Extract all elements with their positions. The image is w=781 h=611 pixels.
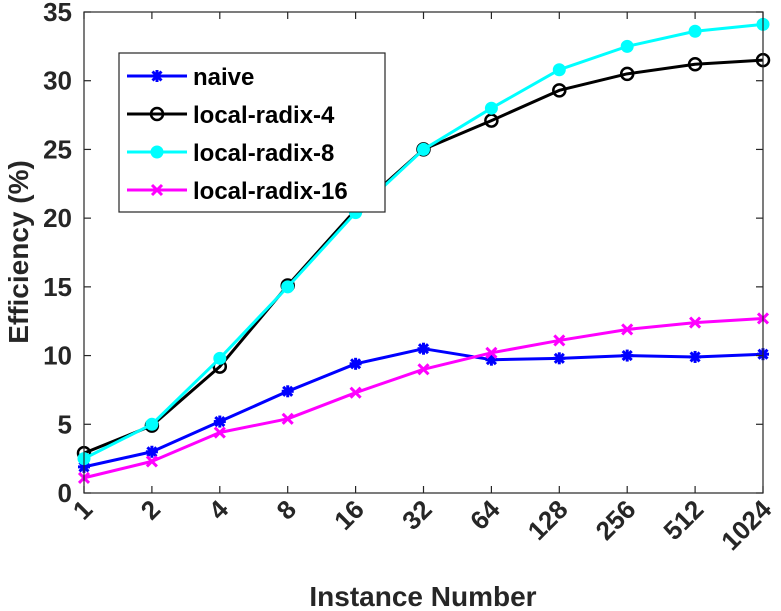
data-point-naive [621, 349, 634, 362]
legend-entry-naive: naive [127, 64, 254, 91]
y-tick-label: 5 [58, 409, 72, 439]
data-point-naive [349, 357, 362, 370]
data-point-local-radix-8-shape [552, 63, 566, 77]
data-point-naive-stroke [417, 343, 430, 355]
legend-box [118, 52, 386, 213]
data-point-naive [213, 415, 226, 428]
data-point-naive [417, 342, 430, 355]
x-tick-label: 16 [328, 494, 370, 536]
data-point-local-radix-16-stroke [281, 412, 294, 425]
data-point-naive-stroke [282, 385, 294, 397]
data-point-local-radix-8-shape [213, 351, 227, 365]
data-point-naive [553, 352, 566, 365]
legend-entry-local-radix-8: local-radix-8 [127, 140, 334, 167]
data-point-local-radix-8 [145, 417, 159, 431]
data-point-local-radix-16 [213, 426, 226, 439]
y-axis: 0 5 10 15 20 25 30 35 [43, 0, 763, 508]
data-point-local-radix-4-shape [552, 83, 567, 98]
data-point-local-radix-8 [417, 142, 430, 156]
y-tick-label: 10 [43, 341, 72, 371]
x-tick-label: 32 [396, 494, 438, 536]
data-point-naive-stroke [621, 350, 633, 362]
data-point-naive-stroke [350, 358, 362, 370]
data-point-local-radix-4 [552, 83, 567, 98]
legend-label-local-radix-8: local-radix-8 [193, 140, 334, 167]
data-point-local-radix-16 [621, 323, 634, 336]
x-tick-label: 512 [657, 494, 709, 546]
data-point-naive-stroke [689, 351, 701, 363]
data-point-naive-stroke [214, 415, 226, 428]
x-tick-label: 2 [135, 494, 166, 525]
data-point-local-radix-8-shape [281, 280, 295, 294]
legend-marker-local-radix-16-stroke [150, 183, 164, 197]
data-point-local-radix-8 [484, 101, 498, 115]
data-point-local-radix-8-shape [620, 39, 634, 53]
legend-marker-local-radix-16 [150, 183, 164, 197]
data-point-local-radix-8 [688, 24, 702, 38]
data-point-local-radix-8 [620, 39, 634, 53]
y-tick-label: 20 [43, 203, 72, 233]
y-tick-label: 35 [43, 0, 72, 27]
legend-marker-local-radix-8 [150, 145, 164, 159]
x-tick-label: 64 [464, 494, 506, 536]
data-point-local-radix-8-shape [417, 142, 430, 156]
data-point-local-radix-4-shape [687, 56, 703, 72]
y-tick-label: 15 [43, 272, 72, 302]
legend-label-local-radix-4: local-radix-4 [193, 102, 335, 129]
legend-marker-local-radix-4-shape [149, 106, 165, 122]
y-tick-label: 25 [43, 134, 72, 164]
x-tick-label: 256 [590, 494, 642, 546]
data-point-local-radix-8 [281, 280, 295, 294]
data-point-local-radix-16 [281, 412, 294, 425]
data-point-local-radix-4 [619, 66, 635, 82]
data-point-local-radix-8 [213, 351, 227, 365]
x-tick-label: 4 [203, 494, 235, 526]
data-point-local-radix-16 [145, 455, 158, 468]
y-axis-title: Efficiency (%) [3, 160, 34, 344]
y-tick-label: 30 [43, 66, 72, 96]
data-point-local-radix-16 [553, 334, 566, 347]
legend-marker-local-radix-8-shape [150, 145, 164, 159]
x-tick-label: 128 [522, 494, 574, 546]
legend-marker-local-radix-4 [149, 106, 165, 122]
data-point-local-radix-16-stroke [553, 334, 566, 347]
data-point-local-radix-8-shape [145, 417, 159, 431]
data-point-local-radix-16-stroke [145, 455, 158, 468]
data-point-naive [281, 385, 294, 398]
y-tick-label: 0 [58, 478, 72, 508]
legend-label-local-radix-16: local-radix-16 [193, 178, 348, 205]
data-point-local-radix-16-stroke [485, 346, 498, 359]
data-point-local-radix-16 [689, 316, 702, 329]
legend-entry-local-radix-16: local-radix-16 [127, 178, 348, 205]
data-point-local-radix-8-shape [688, 24, 702, 38]
legend: naive local-radix-4 local-radix-8 local-rad… [118, 52, 386, 213]
data-point-local-radix-8-shape [484, 101, 498, 115]
data-point-local-radix-16 [417, 363, 430, 376]
data-point-naive-stroke [553, 352, 565, 364]
legend-marker-naive [151, 70, 163, 82]
legend-entry-local-radix-4: local-radix-4 [127, 102, 335, 129]
x-tick-label: 1 [67, 494, 98, 525]
legend-marker-naive-stroke [151, 70, 163, 82]
data-point-local-radix-16-stroke [621, 323, 634, 336]
data-point-local-radix-16-stroke [213, 426, 226, 439]
data-point-naive [145, 445, 158, 458]
data-point-naive [689, 350, 702, 363]
legend-label-naive: naive [193, 64, 254, 91]
data-point-local-radix-4-shape [619, 66, 635, 82]
data-point-local-radix-16-stroke [417, 363, 430, 376]
data-point-local-radix-16 [485, 346, 498, 359]
data-point-naive-stroke [146, 446, 158, 458]
data-point-local-radix-16 [349, 386, 362, 399]
data-point-local-radix-16-stroke [689, 316, 702, 329]
data-point-local-radix-4 [687, 56, 703, 72]
data-point-local-radix-16-stroke [349, 386, 362, 399]
x-tick-label: 1024 [715, 494, 777, 556]
data-point-local-radix-8 [552, 63, 566, 77]
x-tick-label: 8 [270, 494, 301, 525]
x-axis-title: Instance Number [309, 581, 536, 611]
